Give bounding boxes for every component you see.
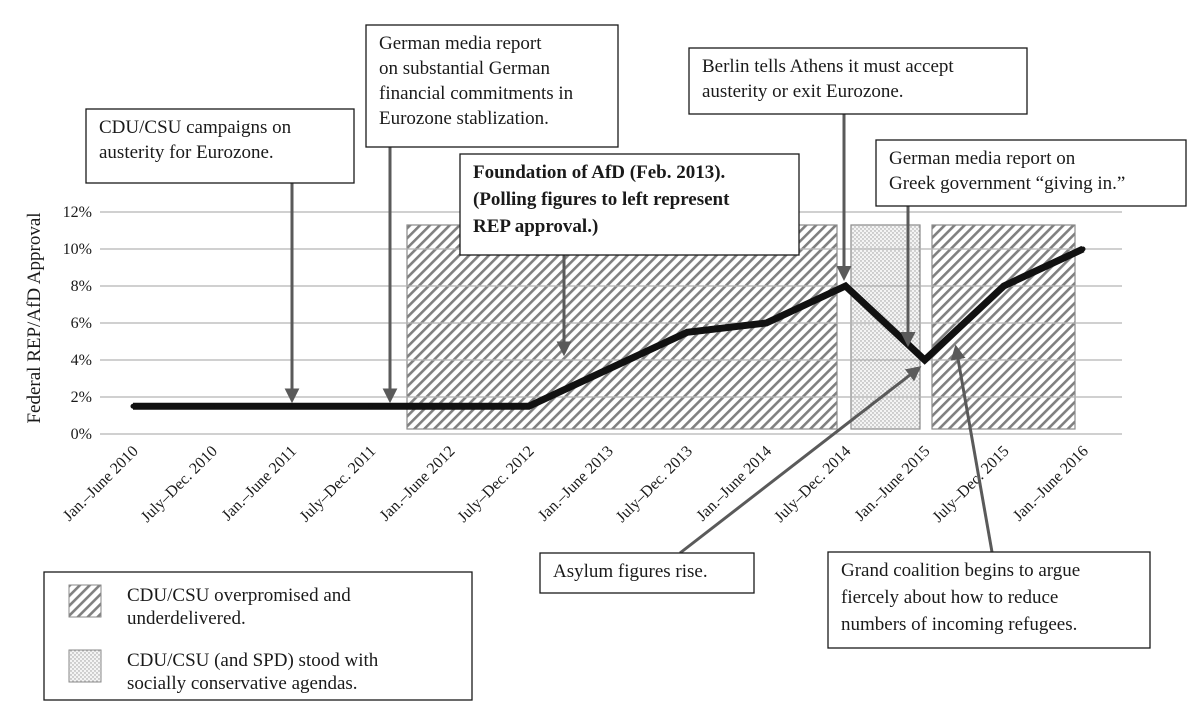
- annotation-text: Asylum figures rise.: [553, 561, 708, 582]
- x-tick-label: Jan.–June 2016: [1010, 443, 1092, 525]
- legend-label: CDU/CSU (and SPD) stood with: [127, 650, 379, 671]
- data-point: [763, 320, 769, 326]
- annotation-frame: [459, 153, 800, 256]
- annotation-frame: [688, 47, 1028, 115]
- annotations: CDU/CSU campaigns on austerity for Eurozo…: [85, 24, 1187, 649]
- data-point: [843, 283, 848, 289]
- annotation-text: Berlin tells Athens it must accept: [702, 56, 954, 77]
- annotation-box: German media report on substantial German…: [365, 24, 619, 148]
- legend-label: underdelivered.: [127, 608, 246, 629]
- annotation-frame: [365, 24, 619, 148]
- annotation-text: Foundation of AfD (Feb. 2013).: [473, 162, 725, 183]
- data-point: [1001, 283, 1007, 289]
- annotation-text: (Polling figures to left represent: [473, 189, 730, 210]
- y-tick-labels: 0% 2% 4% 6% 8% 10% 12%: [63, 204, 92, 443]
- gridlines: [100, 211, 1122, 435]
- annotation-text: austerity or exit Eurozone.: [702, 81, 904, 102]
- x-tick-label: July–Dec. 2014: [771, 443, 854, 526]
- legend-frame: [43, 571, 473, 701]
- annotation-arrows: [284, 114, 994, 555]
- annotation-text: Grand coalition begins to argue: [841, 560, 1080, 581]
- annotation-text: numbers of incoming refugees.: [841, 614, 1077, 635]
- legend-label: CDU/CSU overpromised and: [127, 585, 351, 606]
- data-point: [605, 366, 611, 372]
- data-point: [922, 357, 928, 363]
- data-point: [368, 403, 373, 409]
- x-tick-label: Jan.–June 2015: [852, 443, 934, 525]
- annotation-frame: [827, 551, 1151, 649]
- annotation-arrow: [950, 344, 994, 553]
- data-point: [209, 403, 215, 409]
- legend-swatch-dotted: [68, 649, 102, 683]
- x-tick-label: July–Dec. 2013: [613, 443, 696, 526]
- data-point: [130, 403, 136, 409]
- annotation-text: financial commitments in: [379, 83, 574, 104]
- annotation-text: Greek government “giving in.”: [889, 173, 1125, 194]
- shaded-periods: [406, 224, 1076, 430]
- annotation-box: CDU/CSU campaigns on austerity for Eurozo…: [85, 108, 355, 184]
- annotation-frame: [875, 139, 1187, 207]
- x-tick-label: July–Dec. 2010: [138, 443, 221, 526]
- annotation-frame: [539, 552, 755, 594]
- annotation-frame: [85, 108, 355, 184]
- legend-swatch-hatched: [68, 584, 102, 618]
- annotation-box: German media report on Greek government “…: [875, 139, 1187, 207]
- data-point: [1080, 246, 1086, 252]
- y-tick-label: 0%: [71, 426, 92, 443]
- x-tick-label: Jan.–June 2012: [377, 443, 459, 525]
- annotation-text: CDU/CSU campaigns on: [99, 117, 292, 138]
- legend-label: socially conservative agendas.: [127, 673, 358, 694]
- annotation-text: on substantial German: [379, 58, 550, 79]
- shaded-period-hatched: [931, 224, 1076, 430]
- annotation-box: Foundation of AfD (Feb. 2013). (Polling f…: [459, 153, 800, 256]
- y-tick-label: 2%: [71, 389, 92, 406]
- y-tick-label: 10%: [63, 241, 92, 258]
- x-tick-label: July–Dec. 2011: [297, 443, 380, 526]
- annotation-text: German media report: [379, 33, 542, 54]
- data-point: [526, 403, 532, 409]
- data-point: [447, 403, 453, 409]
- x-tick-label: July–Dec. 2012: [455, 443, 538, 526]
- y-tick-label: 4%: [71, 352, 92, 369]
- annotation-text: austerity for Eurozone.: [99, 142, 274, 163]
- data-point: [684, 329, 690, 335]
- y-tick-label: 6%: [71, 315, 92, 332]
- annotation-text: fiercely about how to reduce: [841, 587, 1058, 608]
- x-tick-label: Jan.–June 2010: [60, 443, 142, 525]
- x-tick-label: Jan.–June 2011: [219, 443, 300, 524]
- x-tick-label: Jan.–June 2013: [535, 443, 617, 525]
- annotation-text: REP approval.): [473, 216, 598, 237]
- shaded-period-hatched: [406, 224, 838, 430]
- annotation-arrow: [679, 366, 922, 555]
- annotation-box: Berlin tells Athens it must accept auster…: [688, 47, 1028, 115]
- y-axis-label: Federal REP/AfD Approval: [24, 212, 45, 423]
- annotation-box: Grand coalition begins to argue fiercely …: [827, 551, 1151, 649]
- y-tick-label: 8%: [71, 278, 92, 295]
- annotation-text: Eurozone stablization.: [379, 108, 549, 129]
- x-tick-label: July–Dec. 2015: [930, 443, 1013, 526]
- data-point: [288, 403, 294, 409]
- approval-series: [130, 245, 1086, 410]
- annotation-box: Asylum figures rise.: [539, 552, 755, 594]
- y-tick-label: 12%: [63, 204, 92, 221]
- annotation-text: German media report on: [889, 148, 1076, 169]
